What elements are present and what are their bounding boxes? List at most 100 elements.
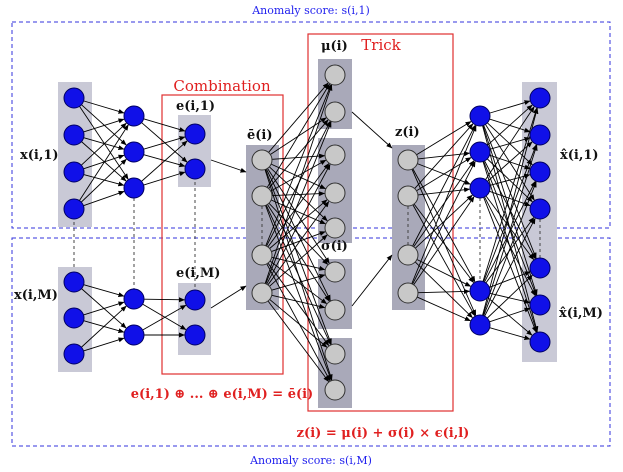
- edge-decoder-output: [489, 292, 531, 304]
- neuron-node-empty: [324, 101, 346, 123]
- edge-decoder-output: [489, 190, 531, 207]
- edge-ebar-mu: [271, 231, 326, 252]
- edge-inputM-hidden: [83, 337, 125, 352]
- eM-label: e(i,M): [176, 266, 220, 281]
- edge-input1-hidden: [83, 190, 125, 207]
- neuron-node-filled: [184, 289, 206, 311]
- edge-ebar-sigma: [271, 274, 326, 291]
- edge-decoder-output: [489, 327, 531, 341]
- neuron-node-empty: [324, 379, 346, 401]
- edge-decoder-output: [485, 195, 535, 261]
- edge-input1-hidden: [80, 158, 127, 203]
- z-label: z(i): [395, 125, 420, 140]
- neuron-node-filled: [63, 124, 85, 146]
- edge-z-decoder: [412, 160, 476, 285]
- neuron-node-filled: [63, 271, 85, 293]
- edge-eM-ebar: [210, 285, 247, 309]
- neuron-node-empty: [251, 282, 273, 304]
- edge-decoder-output: [482, 144, 538, 316]
- neuron-node-empty: [324, 343, 346, 365]
- edge-ebar-mu: [267, 163, 330, 248]
- edge-ebar-mu: [270, 199, 326, 225]
- edge-ebar-sigma: [265, 204, 332, 345]
- edge-hidden-eM: [143, 297, 186, 303]
- edge-inputM-hidden: [83, 284, 125, 298]
- neuron-node-filled: [63, 198, 85, 220]
- neuron-node-filled: [123, 177, 145, 199]
- edge-ebar-sigma: [267, 168, 330, 264]
- edge-ebar-mu: [267, 201, 330, 286]
- edge-z-decoder: [416, 121, 472, 156]
- edge-ebar-sigma: [267, 300, 330, 383]
- edge-inputM-hidden: [81, 305, 127, 348]
- edge-input1-hidden: [79, 124, 129, 201]
- e1-label: e(i,1): [176, 99, 215, 114]
- edge-z-decoder: [412, 204, 476, 317]
- neuron-node-filled: [63, 161, 85, 183]
- neuron-node-filled: [123, 141, 145, 163]
- edge-z-decoder: [417, 288, 471, 294]
- neuron-node-empty: [324, 182, 346, 204]
- edge-ebar-mu: [269, 166, 328, 222]
- edge-decoder-output: [487, 104, 533, 146]
- edge-z-decoder: [412, 168, 476, 283]
- anomaly-score-bottom-label: Anomaly score: s(i,M): [249, 454, 372, 467]
- neuron-node-filled: [529, 331, 551, 353]
- edge-hidden-e1: [141, 122, 188, 163]
- edge-hidden-eM: [142, 304, 187, 331]
- edge-decoder-output: [489, 100, 531, 114]
- sigma-label: σ(i): [321, 239, 348, 254]
- edge-ebar-mu: [271, 153, 326, 160]
- edge-input1-hidden: [81, 122, 127, 166]
- anomaly-score-top-label: Anomaly score: s(i,1): [251, 4, 370, 17]
- edge-z-decoder: [416, 296, 471, 322]
- neuron-node-filled: [123, 288, 145, 310]
- neuron-node-empty: [397, 149, 419, 171]
- neuron-node-filled: [529, 198, 551, 220]
- edge-hidden-eM: [142, 303, 187, 331]
- neuron-node-empty: [397, 185, 419, 207]
- edge-ebar-mu: [265, 121, 332, 284]
- edge-decoder-output: [485, 106, 535, 180]
- mu-label: μ(i): [321, 39, 348, 54]
- edge-decoder-output: [484, 160, 536, 260]
- edge-decoder-output: [489, 173, 531, 186]
- neuron-node-filled: [184, 324, 206, 346]
- edge-z-decoder: [416, 259, 472, 287]
- neuron-node-empty: [397, 282, 419, 304]
- neuron-node-empty: [324, 261, 346, 283]
- neuron-node-filled: [529, 294, 551, 316]
- edge-ebar-mu: [270, 163, 326, 190]
- edge-ebar-sigma: [265, 169, 332, 345]
- x1-label: x(i,1): [20, 148, 59, 163]
- edge-z-decoder: [414, 123, 474, 189]
- neuron-node-filled: [184, 123, 206, 145]
- edge-ebar-sigma: [267, 262, 330, 346]
- neuron-node-filled: [529, 87, 551, 109]
- edge-input1-hidden: [79, 106, 129, 180]
- edge-input1-hidden: [83, 137, 125, 151]
- edge-z-decoder: [416, 157, 472, 192]
- trick-formula: z(i) = μ(i) + σ(i) × ϵ(i,l): [297, 426, 470, 441]
- neuron-node-filled: [469, 314, 491, 336]
- edge-z-decoder: [413, 196, 475, 286]
- combination-label: Combination: [173, 77, 271, 95]
- edge-hidden-e1: [141, 140, 188, 182]
- trick-label: Trick: [361, 36, 401, 54]
- edge-ebar-sigma: [265, 205, 332, 381]
- xhatM-label: x̂(i,M): [559, 306, 603, 321]
- edge-decoder-output: [483, 181, 537, 316]
- edge-decoder-output: [482, 107, 538, 282]
- neuron-node-empty: [324, 299, 346, 321]
- edge-ebar-mu: [266, 83, 330, 188]
- neuron-node-empty: [251, 244, 273, 266]
- edge-e1-ebar: [210, 159, 247, 173]
- edge-hidden-e1: [143, 118, 186, 132]
- edge-z-decoder: [415, 194, 473, 249]
- neuron-node-filled: [123, 324, 145, 346]
- edge-input1-hidden: [83, 118, 125, 133]
- neuron-node-filled: [529, 161, 551, 183]
- neuron-node-filled: [529, 257, 551, 279]
- ebar-label: ē(i): [247, 128, 273, 143]
- edge-z-decoder: [414, 261, 473, 319]
